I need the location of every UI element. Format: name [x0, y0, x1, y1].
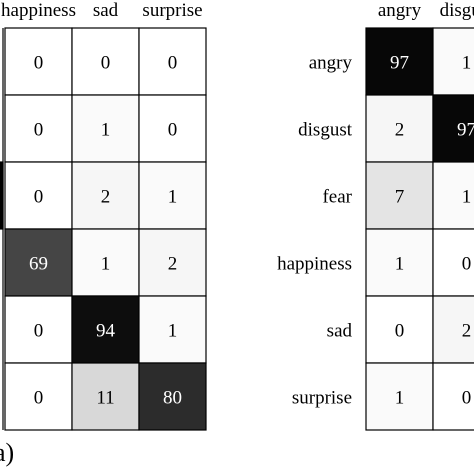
cell-value: 2 [168, 254, 178, 275]
cell-value: 0 [168, 53, 178, 74]
matrix-cell [365, 295, 434, 364]
cell-value: 69 [29, 254, 48, 275]
matrix-cell [138, 228, 207, 297]
row-label: sad [327, 321, 353, 342]
matrix-cell [138, 362, 207, 431]
matrix-cell [138, 161, 207, 230]
cell-value: 0 [34, 187, 44, 208]
cell-value: 0 [34, 321, 44, 342]
cell-value: 1 [462, 187, 472, 208]
cell-value: 0 [34, 120, 44, 141]
cell-value: 0 [34, 388, 44, 409]
row-label: fear [322, 187, 352, 208]
matrix-cell [138, 94, 207, 163]
matrix-cell [365, 362, 434, 431]
cell-value: 0 [395, 321, 405, 342]
matrix-cell [365, 27, 434, 96]
cell-value: 1 [168, 321, 178, 342]
column-label: sad [93, 0, 119, 21]
cell-value: 1 [101, 120, 111, 141]
matrix-cell [138, 27, 207, 96]
cell-value: 97 [390, 53, 409, 74]
cell-value: 0 [34, 53, 44, 74]
matrix-cell [4, 295, 73, 364]
row-label: angry [309, 53, 353, 74]
cell-value: 11 [96, 388, 114, 409]
cell-value: 7 [395, 187, 405, 208]
cell-value: 0 [101, 53, 111, 74]
matrix-cell [432, 362, 474, 431]
column-label: disgust [440, 0, 474, 21]
column-label: happiness [1, 0, 76, 21]
figure-caption: a) [0, 438, 15, 467]
cell-value: 0 [168, 120, 178, 141]
matrix-cell [71, 161, 140, 230]
cell-value: 97 [457, 120, 474, 141]
matrix-cell [365, 94, 434, 163]
matrix-cell [4, 161, 73, 230]
cell-value: 0 [462, 388, 472, 409]
row-label: disgust [298, 120, 353, 141]
cell-value: 2 [101, 187, 111, 208]
cell-value: 94 [96, 321, 116, 342]
cell-value: 1 [395, 388, 405, 409]
matrix-cell [432, 27, 474, 96]
cell-value: 1 [395, 254, 405, 275]
column-label: angry [378, 0, 422, 21]
cell-value: 2 [395, 120, 405, 141]
cell-value: 80 [163, 388, 182, 409]
matrix-cell [138, 295, 207, 364]
matrix-cell [71, 295, 140, 364]
cell-value: 2 [462, 321, 472, 342]
row-label: happiness [277, 254, 352, 275]
column-label: surprise [142, 0, 202, 21]
matrix-cell [71, 94, 140, 163]
cell-value: 1 [462, 53, 472, 74]
left-confusion-matrix: 0 0 0 0 1 0 0 2 1 69 1 2 0 94 1 0 11 80 happiness sad surpri… [0, 0, 207, 431]
right-confusion-matrix: 97 1 2 97 7 1 1 0 0 2 1 0 angry disgust angry disgust fe… [277, 0, 474, 431]
cell-value: 1 [101, 254, 111, 275]
matrix-cell [71, 228, 140, 297]
cell-value: 0 [462, 254, 472, 275]
matrix-cell [432, 228, 474, 297]
row-label: surprise [292, 388, 352, 409]
cell-value: 1 [168, 187, 178, 208]
